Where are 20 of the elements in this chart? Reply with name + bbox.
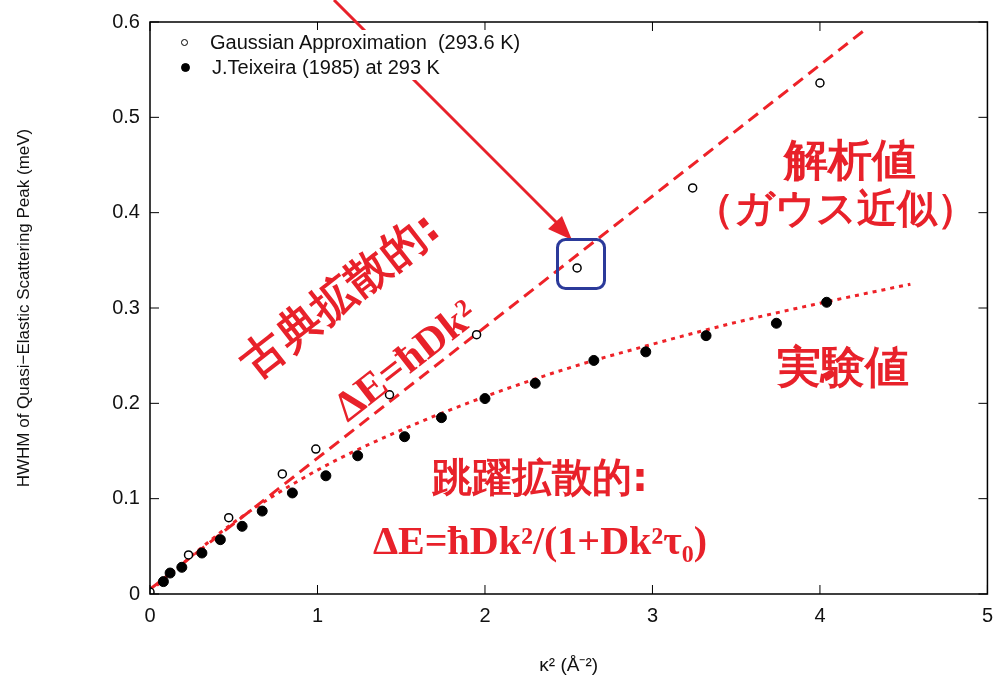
- x-tick-label: 0: [144, 603, 156, 626]
- y-tick-label: 0.6: [112, 9, 140, 32]
- legend-label: J.Teixeira (1985) at 293 K: [212, 55, 440, 80]
- y-tick-label: 0.4: [112, 200, 140, 223]
- x-tick-label: 5: [981, 603, 993, 626]
- legend-label: Gaussian Approximation (293.6 K): [210, 30, 521, 55]
- y-tick-label: 0.5: [112, 104, 140, 127]
- x-tick-label: 3: [646, 603, 659, 626]
- y-tick-label: 0.1: [112, 486, 140, 509]
- y-tick-label: 0: [128, 581, 140, 604]
- y-tick-label: 0.2: [112, 390, 140, 413]
- x-tick-label: 1: [311, 603, 324, 626]
- x-tick-label: 4: [814, 603, 826, 626]
- x-axis-title: κ² (Å⁻²): [539, 653, 599, 675]
- annotation: 跳躍拡散的:: [432, 452, 648, 502]
- x-tick-label: 2: [479, 603, 491, 626]
- y-axis-title: HWHM of Quasi−Elastic Scattering Peak (meV): [13, 128, 33, 488]
- y-tick-label: 0.3: [112, 295, 140, 318]
- annotation: 実験値: [777, 339, 909, 394]
- annotation: ΔE=ħDk²/(1+Dk²τ₀): [372, 516, 708, 564]
